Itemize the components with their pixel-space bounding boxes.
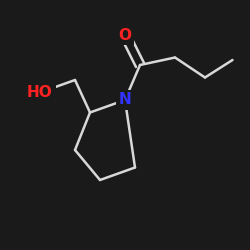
Text: O: O — [118, 28, 132, 42]
Text: HO: HO — [27, 85, 53, 100]
Text: N: N — [119, 92, 132, 108]
